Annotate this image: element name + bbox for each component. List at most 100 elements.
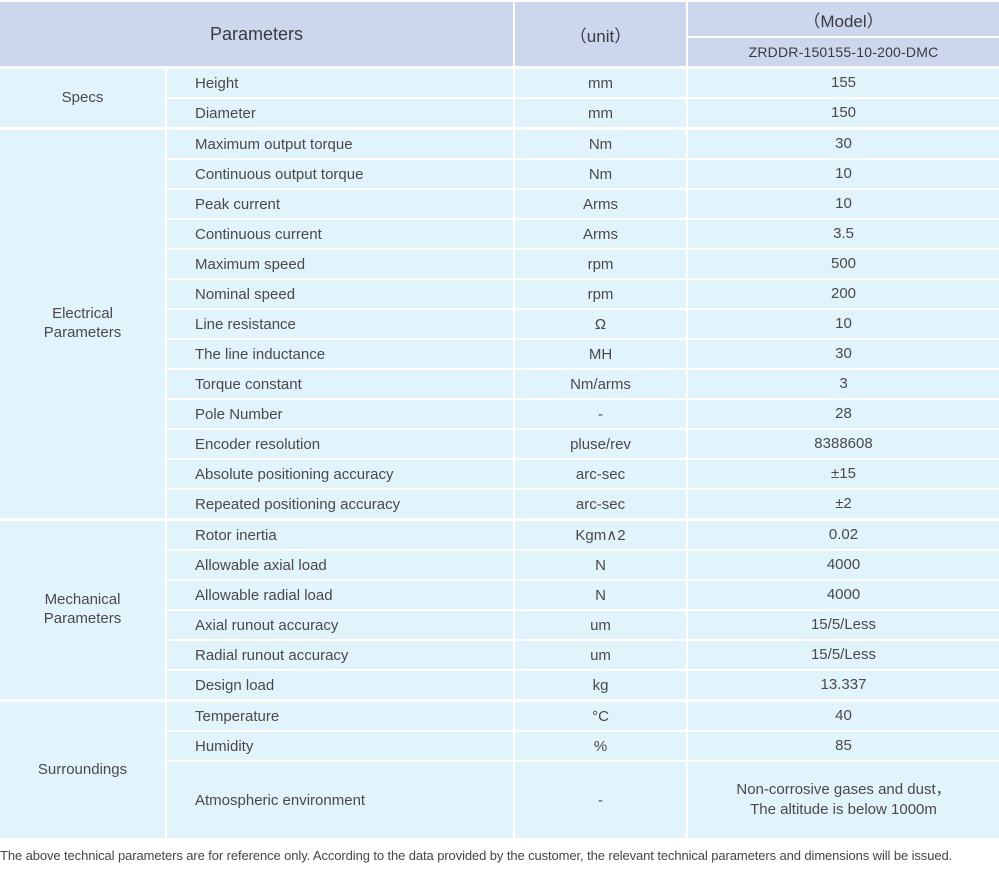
value-cell: 4000 bbox=[688, 551, 999, 579]
group-surroundings: Surroundings Temperature °C 40 Humidity% 85 At… bbox=[0, 702, 999, 838]
unit-cell: Ω bbox=[515, 310, 686, 338]
param-name-cell: Absolute positioning accuracy bbox=[167, 460, 513, 488]
value-cell: 15/5/Less bbox=[688, 611, 999, 639]
value-cell: 500 bbox=[688, 250, 999, 278]
value-cell: 3.5 bbox=[688, 220, 999, 248]
category-label: Electrical Parameters bbox=[43, 305, 122, 341]
unit-cell: % bbox=[515, 732, 686, 760]
param-name-cell: Maximum speed bbox=[167, 250, 513, 278]
category-cell: Specs bbox=[0, 69, 165, 127]
table-row: Peak current Arms 10 bbox=[167, 190, 999, 218]
unit-cell: mm bbox=[515, 69, 686, 97]
param-name-cell: Torque constant bbox=[167, 370, 513, 398]
unit-cell: N bbox=[515, 551, 686, 579]
unit-cell: Arms bbox=[515, 220, 686, 248]
param-name-cell: Humidity bbox=[167, 732, 513, 760]
value-cell: 30 bbox=[688, 340, 999, 368]
table-row: Pole Number -28 bbox=[167, 400, 999, 428]
table-row: The line inductance MH 30 bbox=[167, 340, 999, 368]
table-row: Continuous output torque Nm 10 bbox=[167, 160, 999, 188]
table-row: Continuous current Arms 3.5 bbox=[167, 220, 999, 248]
unit-cell: rpm bbox=[515, 250, 686, 278]
unit-cell: Arms bbox=[515, 190, 686, 218]
unit-cell: - bbox=[515, 762, 686, 838]
table-row: Diameter mm 150 bbox=[167, 99, 999, 127]
header-parameters: Parameters bbox=[0, 2, 513, 66]
value-cell: 30 bbox=[688, 130, 999, 158]
value-cell: 85 bbox=[688, 732, 999, 760]
category-label: Specs bbox=[61, 88, 104, 106]
table-row: Line resistance Ω 10 bbox=[167, 310, 999, 338]
param-name-cell: Nominal speed bbox=[167, 280, 513, 308]
param-name-cell: Rotor inertia bbox=[167, 521, 513, 549]
table-row: Rotor inertia Kgm∧2 0.02 bbox=[167, 521, 999, 549]
param-name-cell: Radial runout accuracy bbox=[167, 641, 513, 669]
value-cell: 8388608 bbox=[688, 430, 999, 458]
param-name-cell: Diameter bbox=[167, 99, 513, 127]
table-row: Maximum output torque Nm 30 bbox=[167, 130, 999, 158]
param-name-cell: Repeated positioning accuracy bbox=[167, 490, 513, 518]
param-name-cell: Height bbox=[167, 69, 513, 97]
table-row: Allowable radial load N 4000 bbox=[167, 581, 999, 609]
value-cell: 155 bbox=[688, 69, 999, 97]
table-row: Nominal speed rpm 200 bbox=[167, 280, 999, 308]
param-name-cell: Line resistance bbox=[167, 310, 513, 338]
unit-cell: um bbox=[515, 611, 686, 639]
value-cell: 0.02 bbox=[688, 521, 999, 549]
footer-note: The above technical parameters are for r… bbox=[0, 848, 953, 863]
unit-cell: arc-sec bbox=[515, 490, 686, 518]
param-name-cell: Atmospheric environment bbox=[167, 762, 513, 838]
table-row: Radial runout accuracy um 15/5/Less bbox=[167, 641, 999, 669]
category-cell: Electrical Parameters bbox=[0, 130, 165, 518]
category-label: Mechanical Parameters bbox=[43, 591, 122, 627]
value-cell: Non-corrosive gases and dust， The altitu… bbox=[688, 762, 999, 838]
unit-cell: rpm bbox=[515, 280, 686, 308]
table-row: Torque constant Nm/arms 3 bbox=[167, 370, 999, 398]
value-cell: 15/5/Less bbox=[688, 641, 999, 669]
unit-cell: Nm bbox=[515, 130, 686, 158]
param-name-cell: Peak current bbox=[167, 190, 513, 218]
param-name-cell: Allowable axial load bbox=[167, 551, 513, 579]
table-row: Absolute positioning accuracy arc-sec ±15 bbox=[167, 460, 999, 488]
value-cell: 13.337 bbox=[688, 671, 999, 699]
param-name-cell: Allowable radial load bbox=[167, 581, 513, 609]
value-cell: 10 bbox=[688, 190, 999, 218]
param-name-cell: Pole Number bbox=[167, 400, 513, 428]
param-name-cell: Continuous current bbox=[167, 220, 513, 248]
table-row: Allowable axial load N 4000 bbox=[167, 551, 999, 579]
group-specs: Specs Height mm 155 Diameter mm 150 bbox=[0, 69, 999, 127]
value-cell: 10 bbox=[688, 310, 999, 338]
value-cell: 150 bbox=[688, 99, 999, 127]
value-cell: ±2 bbox=[688, 490, 999, 518]
param-name-cell: Maximum output torque bbox=[167, 130, 513, 158]
unit-cell: arc-sec bbox=[515, 460, 686, 488]
table-row: Temperature °C 40 bbox=[167, 702, 999, 730]
spec-table: Parameters （unit） （Model） ZRDDR-150155-1… bbox=[0, 2, 999, 838]
group-mechanical-parameters: Mechanical Parameters Rotor inertia Kgm∧2 0… bbox=[0, 521, 999, 699]
value-cell: 4000 bbox=[688, 581, 999, 609]
group-electrical-parameters: Electrical Parameters Maximum output torq… bbox=[0, 130, 999, 518]
header-model: （Model） bbox=[688, 2, 999, 36]
table-row: Maximum speed rpm 500 bbox=[167, 250, 999, 278]
table-row: Height mm 155 bbox=[167, 69, 999, 97]
table-row: Humidity% 85 bbox=[167, 732, 999, 760]
unit-cell: pluse/rev bbox=[515, 430, 686, 458]
unit-cell: - bbox=[515, 400, 686, 428]
param-name-cell: Design load bbox=[167, 671, 513, 699]
unit-cell: °C bbox=[515, 702, 686, 730]
param-name-cell: The line inductance bbox=[167, 340, 513, 368]
table-row: Axial runout accuracy um 15/5/Less bbox=[167, 611, 999, 639]
unit-cell: Nm/arms bbox=[515, 370, 686, 398]
value-cell: 200 bbox=[688, 280, 999, 308]
header-model-number: ZRDDR-150155-10-200-DMC bbox=[688, 38, 999, 66]
value-cell: 3 bbox=[688, 370, 999, 398]
param-name-cell: Axial runout accuracy bbox=[167, 611, 513, 639]
param-name-cell: Encoder resolution bbox=[167, 430, 513, 458]
value-cell: 10 bbox=[688, 160, 999, 188]
value-cell: ±15 bbox=[688, 460, 999, 488]
param-name-cell: Continuous output torque bbox=[167, 160, 513, 188]
header-unit: （unit） bbox=[515, 2, 686, 66]
unit-cell: MH bbox=[515, 340, 686, 368]
value-cell: 28 bbox=[688, 400, 999, 428]
